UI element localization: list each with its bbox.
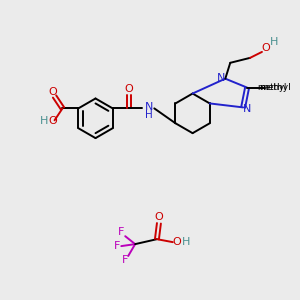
Text: H: H [270, 37, 278, 47]
Text: F: F [114, 241, 121, 251]
Text: N: N [145, 102, 154, 112]
Text: O: O [172, 237, 181, 247]
Text: H: H [40, 116, 48, 126]
Text: N: N [217, 73, 226, 83]
Text: N: N [243, 104, 251, 114]
Text: methyl: methyl [257, 83, 286, 92]
Text: methyl: methyl [259, 83, 291, 92]
Text: F: F [118, 227, 124, 237]
Text: O: O [48, 86, 57, 97]
Text: O: O [262, 43, 270, 53]
Text: F: F [122, 255, 128, 265]
Text: O: O [48, 116, 57, 126]
Text: O: O [124, 84, 133, 94]
Text: H: H [182, 237, 190, 247]
Text: O: O [154, 212, 163, 222]
Text: H: H [146, 110, 153, 120]
